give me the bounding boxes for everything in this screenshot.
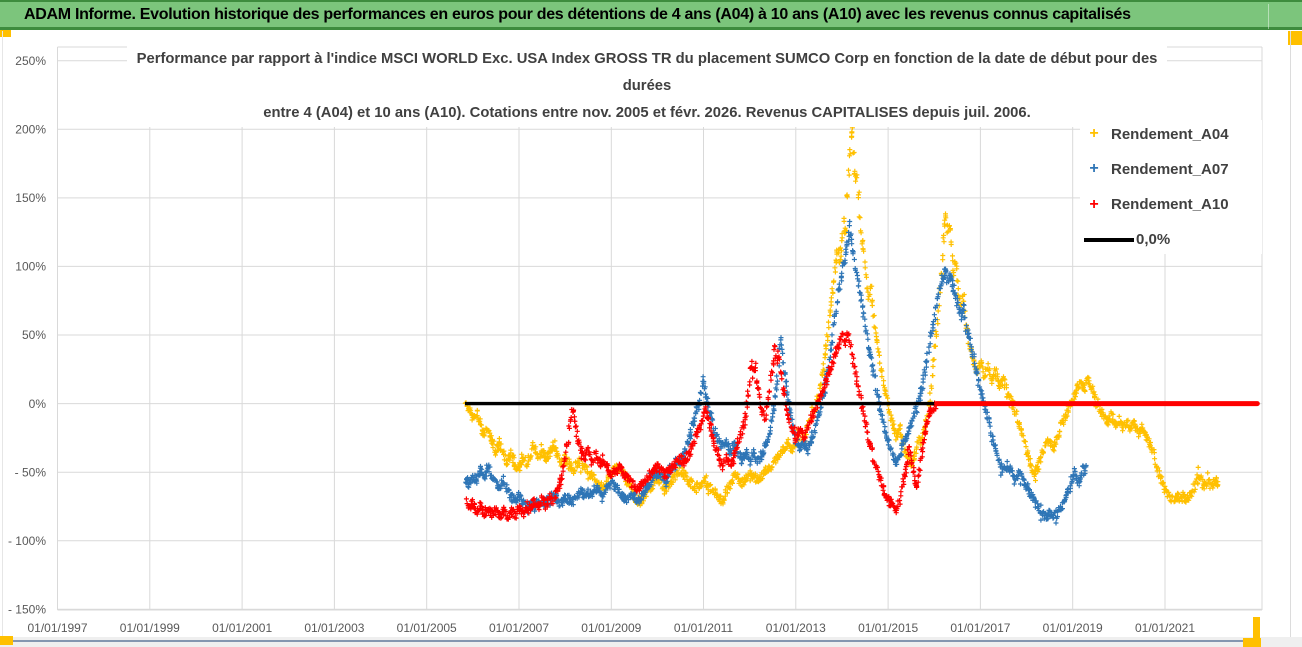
plus-marker-red-icon: + xyxy=(1089,195,1099,213)
svg-text:01/01/1999: 01/01/1999 xyxy=(120,621,180,635)
legend-label-a10: Rendement_A10 xyxy=(1111,196,1229,214)
svg-text:01/01/2011: 01/01/2011 xyxy=(674,621,733,635)
cell-border-accent-bottom-right-vertical xyxy=(1253,617,1260,639)
workbook-title-text: ADAM Informe. Evolution historique des p… xyxy=(24,5,1131,23)
svg-text:100%: 100% xyxy=(15,260,46,274)
svg-text:01/01/2021: 01/01/2021 xyxy=(1135,621,1195,635)
svg-text:01/01/2015: 01/01/2015 xyxy=(858,621,918,635)
svg-text:01/01/1997: 01/01/1997 xyxy=(27,621,87,635)
chart-legend[interactable]: + Rendement_A04 + Rendement_A07 + Rendem… xyxy=(1080,120,1262,254)
svg-text:- 150%: - 150% xyxy=(8,603,46,617)
cell-border-accent-top-left xyxy=(0,30,11,37)
svg-text:01/01/2005: 01/01/2005 xyxy=(397,621,457,635)
svg-text:- 50%: - 50% xyxy=(15,465,47,479)
legend-item-rendement-a04: + Rendement_A04 xyxy=(1086,122,1262,146)
plus-marker-blue-icon: + xyxy=(1089,160,1099,178)
worksheet-bottom-strip xyxy=(0,637,1302,647)
chart-title-line-3: entre 4 (A04) et 10 ans (A10). Cotations… xyxy=(263,105,1031,121)
legend-item-rendement-a07: + Rendement_A07 xyxy=(1086,157,1262,181)
plus-marker-gold-icon: + xyxy=(1089,125,1099,142)
svg-text:250%: 250% xyxy=(15,54,46,68)
chart-object-left-edge xyxy=(2,31,3,636)
svg-text:01/01/2019: 01/01/2019 xyxy=(1043,621,1103,635)
cell-border-accent-bottom-right-horizontal xyxy=(1243,638,1261,647)
black-line-marker-icon xyxy=(1084,238,1134,242)
svg-text:01/01/2013: 01/01/2013 xyxy=(766,621,826,635)
svg-text:01/01/2017: 01/01/2017 xyxy=(950,621,1010,635)
svg-text:01/01/2001: 01/01/2001 xyxy=(212,621,272,635)
worksheet-gridline-bottom xyxy=(13,640,1243,642)
svg-text:50%: 50% xyxy=(22,328,46,342)
cell-border-accent-top-right xyxy=(1288,31,1302,45)
svg-text:150%: 150% xyxy=(15,191,46,205)
legend-label-a04: Rendement_A04 xyxy=(1111,125,1229,143)
svg-text:01/01/2007: 01/01/2007 xyxy=(489,621,549,635)
svg-text:200%: 200% xyxy=(15,123,46,137)
chart-object-right-edge xyxy=(1290,31,1291,637)
legend-label-a07: Rendement_A07 xyxy=(1111,160,1229,178)
cell-border-accent-bottom-left xyxy=(0,636,13,645)
chart-title-line-2: durées xyxy=(622,78,672,94)
legend-item-rendement-a10: + Rendement_A10 xyxy=(1086,193,1262,217)
workbook-title-banner: ADAM Informe. Evolution historique des p… xyxy=(0,0,1302,30)
banner-cell-divider xyxy=(1268,4,1269,29)
svg-text:0%: 0% xyxy=(29,397,47,411)
svg-text:01/01/2009: 01/01/2009 xyxy=(581,621,641,635)
svg-text:01/01/2003: 01/01/2003 xyxy=(304,621,364,635)
chart-title: Performance par rapport à l'indice MSCI … xyxy=(127,46,1167,127)
legend-item-zero-line: 0,0% xyxy=(1084,228,1262,252)
chart-title-line-1: Performance par rapport à l'indice MSCI … xyxy=(136,51,1158,67)
svg-text:- 100%: - 100% xyxy=(8,534,46,548)
legend-label-zero: 0,0% xyxy=(1136,231,1171,249)
